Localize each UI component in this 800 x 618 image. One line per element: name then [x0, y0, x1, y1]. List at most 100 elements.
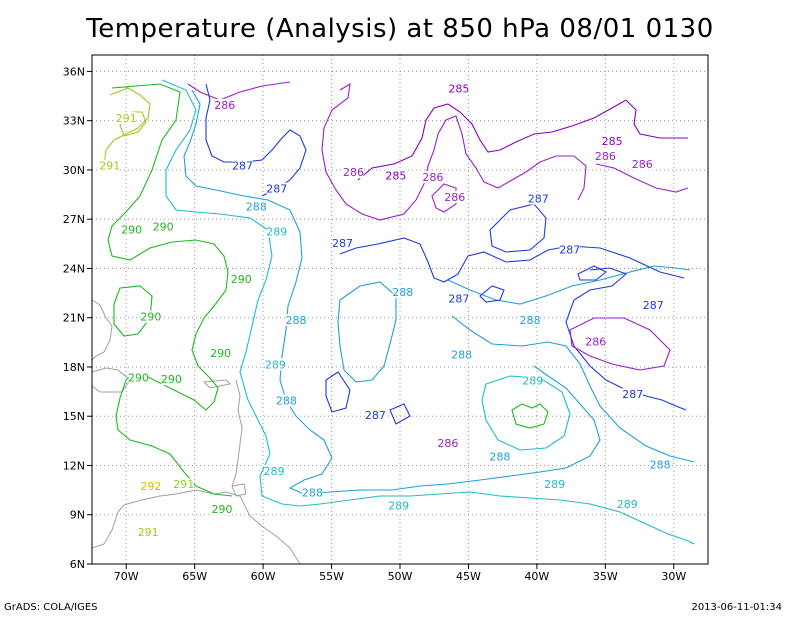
- x-tick-label: 30W: [661, 570, 686, 583]
- contour-label-bg: [121, 223, 142, 236]
- contour-label: 291: [138, 526, 159, 539]
- contour-label: 286: [343, 166, 364, 179]
- contour-label-bg: [520, 313, 541, 326]
- contour-label-bg: [489, 450, 510, 463]
- coastline-venezuela: [91, 489, 301, 565]
- contour-286-mid: [321, 82, 587, 221]
- contour-label-bg: [116, 112, 137, 125]
- coastline-trinidad: [231, 483, 247, 497]
- contour-label-bg: [332, 236, 353, 249]
- contour-label: 292: [140, 480, 161, 493]
- contour-label: 286: [585, 335, 606, 348]
- contour-lines: [103, 79, 695, 545]
- contour-287-loop: [489, 203, 547, 253]
- contour-label-bg: [214, 98, 235, 111]
- contour-label: 286: [595, 150, 616, 163]
- contour-label: 287: [528, 192, 549, 205]
- contour-label: 287: [643, 299, 664, 312]
- contour-label-bg: [448, 82, 469, 95]
- coastline-florida-bahamas: [91, 299, 113, 361]
- contour-289-west: [161, 79, 695, 545]
- contour-label-bg: [632, 158, 653, 171]
- contour-label-bg: [522, 374, 543, 387]
- contour-label: 289: [522, 375, 543, 388]
- contour-290-west: [107, 83, 233, 497]
- contour-label-bg: [392, 286, 413, 299]
- contour-label: 286: [437, 437, 458, 450]
- y-tick-label: 12N: [63, 459, 85, 472]
- x-tick-label: 35W: [593, 570, 618, 583]
- contour-label: 288: [246, 201, 267, 214]
- contour-288-east-lower: [451, 315, 695, 463]
- x-tick-label: 50W: [388, 570, 413, 583]
- footer-credit: GrADS: COLA/IGES: [4, 602, 98, 613]
- contour-label: 287: [332, 237, 353, 250]
- contour-286-east: [595, 163, 689, 193]
- contour-287-mid: [339, 237, 685, 283]
- contour-label-bg: [559, 243, 580, 256]
- contour-label: 289: [544, 478, 565, 491]
- contour-label: 288: [451, 348, 472, 361]
- y-tick-label: 30N: [63, 164, 85, 177]
- contour-label: 288: [489, 450, 510, 463]
- contour-label: 285: [385, 170, 406, 183]
- contour-288-west: [183, 89, 601, 495]
- contour-label-bg: [232, 159, 253, 172]
- contour-label-bg: [128, 371, 149, 384]
- contour-label: 290: [210, 347, 231, 360]
- contour-291-upper: [103, 87, 151, 167]
- y-tick-label: 36N: [63, 65, 85, 78]
- contour-286-small: [431, 183, 457, 213]
- y-tick-label: 24N: [63, 262, 85, 275]
- contour-label: 289: [266, 225, 287, 238]
- x-tick-label: 55W: [319, 570, 344, 583]
- contour-label: 290: [161, 373, 182, 386]
- y-tick-label: 27N: [63, 213, 85, 226]
- contour-label-bg: [99, 159, 120, 172]
- contour-label: 290: [128, 371, 149, 384]
- contour-286-loop: [569, 317, 671, 371]
- contour-label-bg: [210, 346, 231, 359]
- contour-label-bg: [451, 348, 472, 361]
- y-tick-label: 33N: [63, 115, 85, 128]
- footer-timestamp: 2013-06-11-01:34: [691, 602, 782, 613]
- contour-label-bg: [650, 458, 671, 471]
- coastline-puerto-rico: [202, 379, 232, 389]
- contour-290-bahamas: [113, 285, 153, 337]
- x-tick-label: 40W: [524, 570, 549, 583]
- contour-label-bg: [264, 465, 285, 478]
- contour-label-bg: [622, 387, 643, 400]
- contour-label-bg: [276, 394, 297, 407]
- contour-label: 286: [214, 99, 235, 112]
- contour-label-bg: [343, 166, 364, 179]
- contour-label: 287: [232, 160, 253, 173]
- contour-label-bg: [302, 486, 323, 499]
- contour-label: 286: [632, 158, 653, 171]
- contour-287-west: [205, 83, 307, 197]
- x-tick-label: 60W: [251, 570, 276, 583]
- contour-label: 288: [302, 486, 323, 499]
- contour-label: 291: [116, 112, 137, 125]
- contour-291-upper-inner: [119, 111, 147, 137]
- coastline-lesser-antilles: [231, 379, 243, 487]
- contour-label-bg: [437, 437, 458, 450]
- contour-label-bg: [595, 149, 616, 162]
- contour-label: 287: [448, 293, 469, 306]
- contour-label: 287: [365, 409, 386, 422]
- contour-label: 289: [265, 358, 286, 371]
- contour-label: 290: [121, 224, 142, 237]
- contour-label-bg: [544, 478, 565, 491]
- contour-label: 291: [173, 478, 194, 491]
- coastline-hispaniola: [91, 367, 131, 393]
- contour-label-bg: [285, 313, 306, 326]
- contour-287-lower: [325, 371, 351, 413]
- contour-label-bg: [265, 358, 286, 371]
- contour-label: 288: [650, 458, 671, 471]
- contour-label-bg: [153, 220, 174, 233]
- contour-label-bg: [385, 169, 406, 182]
- contour-label-bg: [448, 292, 469, 305]
- contour-label: 285: [448, 82, 469, 95]
- contour-287-small2: [577, 265, 608, 281]
